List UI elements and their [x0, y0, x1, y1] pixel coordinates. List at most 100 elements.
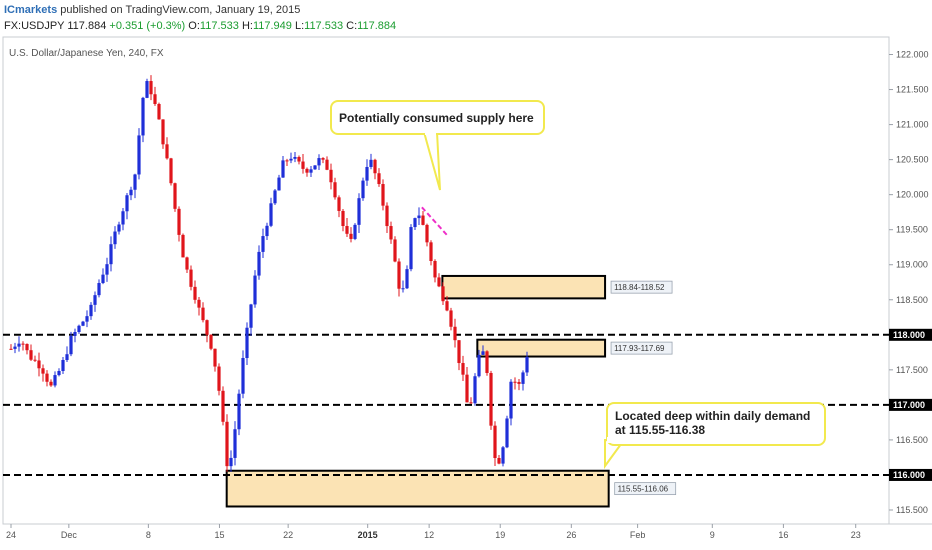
candle-body — [505, 418, 509, 448]
zone-label: 117.93-117.69 — [614, 344, 665, 353]
close-label: C: — [346, 20, 358, 32]
callout-text: at 115.55-116.38 — [615, 423, 705, 437]
candle-body — [265, 225, 269, 237]
open-label: O: — [188, 20, 200, 32]
x-tick-label: 2015 — [358, 530, 378, 540]
y-tick-label: 119.000 — [896, 260, 928, 270]
candle-body — [281, 160, 285, 178]
candle-body — [365, 166, 369, 181]
candle-body — [141, 97, 145, 136]
candle-body — [453, 326, 457, 341]
candle-body — [201, 307, 205, 321]
x-tick-label: 9 — [710, 530, 715, 540]
y-tick-label: 118.500 — [896, 295, 928, 305]
low-label: L: — [294, 20, 305, 32]
symbol-name: FX:USDJPY — [4, 20, 65, 32]
candle-body — [525, 356, 529, 373]
candle-body — [137, 135, 141, 175]
candle-body — [165, 144, 169, 159]
y-tick-label: 115.500 — [896, 505, 928, 515]
high-value: 117.949 — [252, 20, 292, 32]
candle-body — [449, 310, 453, 327]
candle-body — [457, 340, 461, 364]
symbol-line: FX:USDJPY 117.884 +0.351 (+0.3%) O:117.5… — [4, 20, 396, 32]
candle-body — [249, 304, 253, 328]
candle-body — [9, 348, 13, 350]
callout-joint — [425, 131, 436, 135]
level-badge — [889, 328, 932, 341]
zone-box — [476, 338, 607, 358]
candle-body — [501, 447, 505, 464]
candle-body — [205, 320, 209, 335]
candle-body — [325, 159, 329, 170]
x-tick-label: 12 — [424, 530, 434, 540]
candle-body — [157, 103, 161, 120]
candle-body — [101, 274, 105, 284]
x-tick-label: 24 — [6, 530, 16, 540]
candle-body — [389, 226, 393, 240]
candle-body — [85, 316, 89, 322]
candle-body — [305, 168, 309, 173]
price-change: +0.351 (+0.3%) — [109, 20, 186, 32]
candle-body — [397, 261, 401, 289]
zone-box — [441, 274, 607, 300]
zone-label: 115.55-116.06 — [618, 485, 669, 494]
publisher-brand[interactable]: ICmarkets — [4, 4, 58, 16]
y-tick-label: 122.000 — [896, 50, 929, 60]
open-value: 117.533 — [199, 20, 239, 32]
level-badge-label: 117.000 — [893, 400, 925, 410]
x-tick-label: 16 — [778, 530, 788, 540]
candle-body — [261, 236, 265, 252]
candle-body — [61, 360, 65, 372]
candle-body — [173, 183, 177, 209]
y-tick-label: 119.500 — [896, 225, 928, 235]
candle-body — [121, 211, 125, 225]
candle-body — [429, 242, 433, 262]
candle-body — [465, 374, 469, 403]
candle-body — [393, 239, 397, 262]
candle-body — [109, 244, 113, 265]
y-tick-label: 121.000 — [896, 120, 929, 130]
candle-body — [145, 81, 149, 98]
candle-body — [297, 156, 301, 162]
candle-body — [241, 358, 245, 394]
candle-body — [245, 327, 249, 359]
candle-body — [81, 321, 85, 326]
candle-body — [149, 81, 153, 95]
candle-body — [273, 190, 277, 204]
zone-label-box — [614, 482, 677, 496]
candle-body — [353, 224, 357, 239]
candle-body — [89, 304, 93, 317]
candle-body — [69, 335, 73, 355]
level-badge-label: 116.000 — [893, 470, 925, 480]
candle-body — [385, 205, 389, 227]
candle-body — [329, 169, 333, 183]
y-tick-label: 117.500 — [896, 365, 928, 375]
candle-body — [161, 119, 165, 145]
candles-layer — [9, 75, 529, 472]
candle-body — [369, 159, 373, 167]
x-axis-ticks: 24 Dec 8 15 22 2015 12 19 26 Feb 9 16 23 — [6, 524, 861, 540]
candle-body — [225, 421, 229, 467]
candle-body — [117, 224, 121, 232]
candle-body — [277, 177, 281, 191]
candle-body — [517, 382, 521, 384]
callout-joint — [607, 437, 623, 443]
candle-body — [197, 299, 201, 308]
chart-header: ICmarkets published on TradingView.com, … — [0, 0, 932, 36]
candle-body — [49, 381, 53, 386]
candle-body — [289, 158, 293, 161]
high-label: H: — [241, 20, 253, 32]
candle-body — [309, 169, 313, 173]
y-tick-label: 116.500 — [896, 435, 928, 445]
x-tick-label: Feb — [630, 530, 646, 540]
candle-body — [337, 197, 341, 211]
candle-body — [93, 295, 97, 305]
candle-body — [113, 231, 117, 245]
candle-body — [481, 351, 485, 355]
y-tick-label: 120.500 — [896, 155, 929, 165]
candle-body — [493, 425, 497, 459]
callout-text: Potentially consumed supply here — [339, 111, 534, 125]
level-badge — [889, 468, 932, 481]
